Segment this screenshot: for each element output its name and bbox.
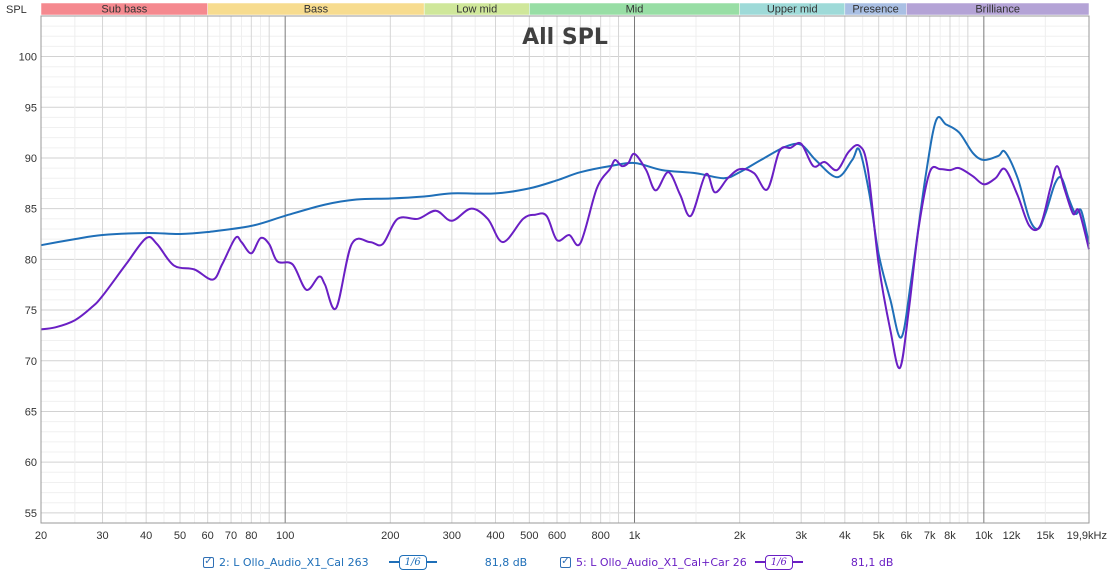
series-2-level: 81,1 dB: [850, 555, 894, 569]
y-tick-60: 60: [25, 457, 37, 469]
legend-series-1: ✓ 2: L Ollo_Audio_X1_Cal 263 1/6 81,8 dB: [203, 553, 527, 571]
x-tick-9: 300: [443, 530, 461, 542]
series-1-smoothing: 1/6: [398, 554, 427, 570]
x-tick-12: 600: [548, 530, 566, 542]
x-tick-labels: 20 30 40 50 60 70 80 100 200 300 400 500 600 800 1k 2k 3…: [35, 530, 1107, 542]
series-lines: [40, 116, 1090, 369]
band-label-6: Brilliance: [975, 4, 1020, 16]
legend-series-2: ✓ 5: L Ollo_Audio_X1_Cal+Car 26 1/6 81,1…: [560, 553, 893, 571]
x-tick-5: 70: [225, 530, 237, 542]
x-tick-17: 4k: [839, 530, 851, 542]
x-tick-2: 40: [140, 530, 152, 542]
y-tick-55: 55: [25, 508, 37, 520]
band-label-3: Mid: [626, 4, 644, 16]
x-tick-10: 400: [486, 530, 504, 542]
y-axis-label: SPL: [6, 4, 27, 16]
x-tick-4: 60: [202, 530, 214, 542]
x-tick-24: 15k: [1036, 530, 1054, 542]
x-tick-13: 800: [591, 530, 609, 542]
series-2-line: [40, 141, 1090, 369]
band-label-2: Low mid: [456, 4, 497, 16]
y-tick-75: 75: [25, 305, 37, 317]
band-6: [906, 2, 1090, 16]
y-tick-95: 95: [25, 102, 37, 114]
y-tick-100: 100: [19, 52, 37, 64]
series-1-line: [40, 116, 1090, 339]
x-tick-16: 3k: [795, 530, 807, 542]
band-label-4: Upper mid: [767, 4, 818, 16]
x-tick-20: 7k: [924, 530, 936, 542]
y-tick-70: 70: [25, 356, 37, 368]
x-tick-19: 6k: [901, 530, 913, 542]
series-1-name: 2: L Ollo_Audio_X1_Cal 263: [219, 555, 369, 569]
chart-title: All SPL: [522, 25, 608, 50]
x-tick-0: 20: [35, 530, 47, 542]
x-tick-3: 50: [174, 530, 186, 542]
x-tick-23: 12k: [1003, 530, 1021, 542]
y-tick-85: 85: [25, 204, 37, 216]
x-tick-7: 100: [276, 530, 294, 542]
series-2-smoothing: 1/6: [764, 554, 793, 570]
series-2-smoothing-control[interactable]: 1/6: [754, 554, 803, 570]
band-label-0: Sub bass: [101, 4, 147, 16]
series-1-smoothing-control[interactable]: 1/6: [388, 554, 437, 570]
x-tick-11: 500: [520, 530, 538, 542]
y-tick-labels: 55 60 65 70 75 80 85 90 95 100: [19, 52, 37, 520]
series-1-level: 81,8 dB: [484, 555, 528, 569]
x-tick-21: 8k: [944, 530, 956, 542]
series-2-checkbox[interactable]: ✓: [560, 556, 571, 568]
x-tick-18: 5k: [873, 530, 885, 542]
y-tick-80: 80: [25, 254, 37, 266]
x-tick-25: 19,9kHz: [1067, 530, 1107, 542]
y-tick-65: 65: [25, 406, 37, 418]
band-label-1: Bass: [304, 4, 329, 16]
x-tick-15: 2k: [734, 530, 746, 542]
x-tick-1: 30: [96, 530, 108, 542]
x-tick-14: 1k: [629, 530, 641, 542]
series-1-checkbox[interactable]: ✓: [203, 556, 214, 568]
band-label-5: Presence: [852, 4, 898, 16]
x-tick-6: 80: [245, 530, 257, 542]
y-tick-90: 90: [25, 153, 37, 165]
series-2-name: 5: L Ollo_Audio_X1_Cal+Car 26: [576, 555, 747, 569]
x-tick-8: 200: [381, 530, 399, 542]
plot-border: [40, 15, 1090, 524]
x-tick-22: 10k: [975, 530, 993, 542]
frequency-bands: Sub bass Bass Low mid Mid Upper mid Presence B…: [40, 2, 1090, 16]
